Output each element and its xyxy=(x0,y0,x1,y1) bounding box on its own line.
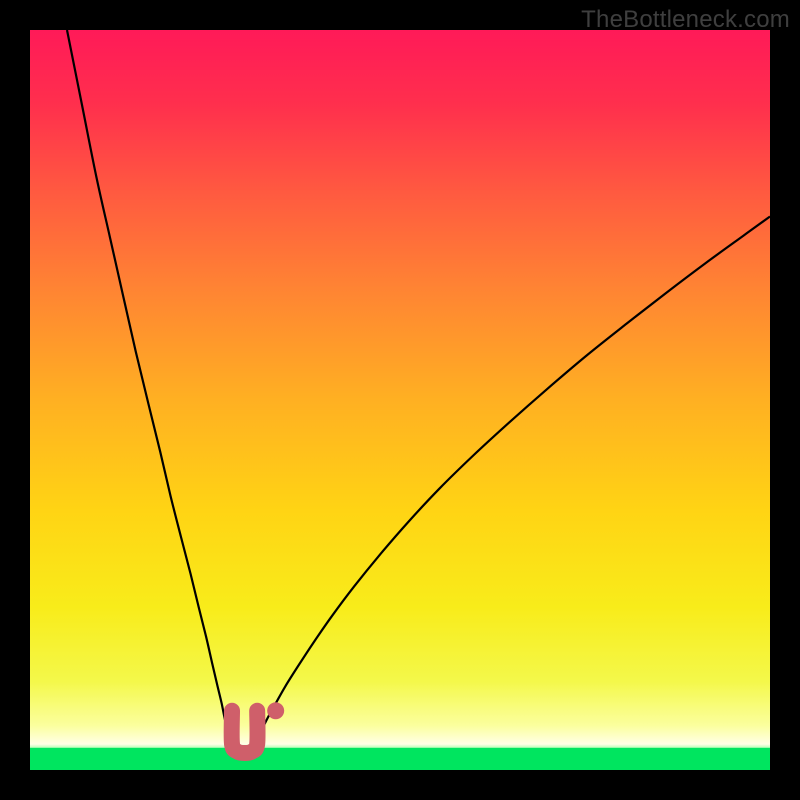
optimum-marker-dot xyxy=(267,702,284,719)
plot-background xyxy=(30,30,770,770)
chart-frame: TheBottleneck.com xyxy=(0,0,800,800)
watermark-text: TheBottleneck.com xyxy=(581,6,790,34)
bottleneck-chart xyxy=(0,0,800,800)
safe-zone-band xyxy=(30,748,770,770)
